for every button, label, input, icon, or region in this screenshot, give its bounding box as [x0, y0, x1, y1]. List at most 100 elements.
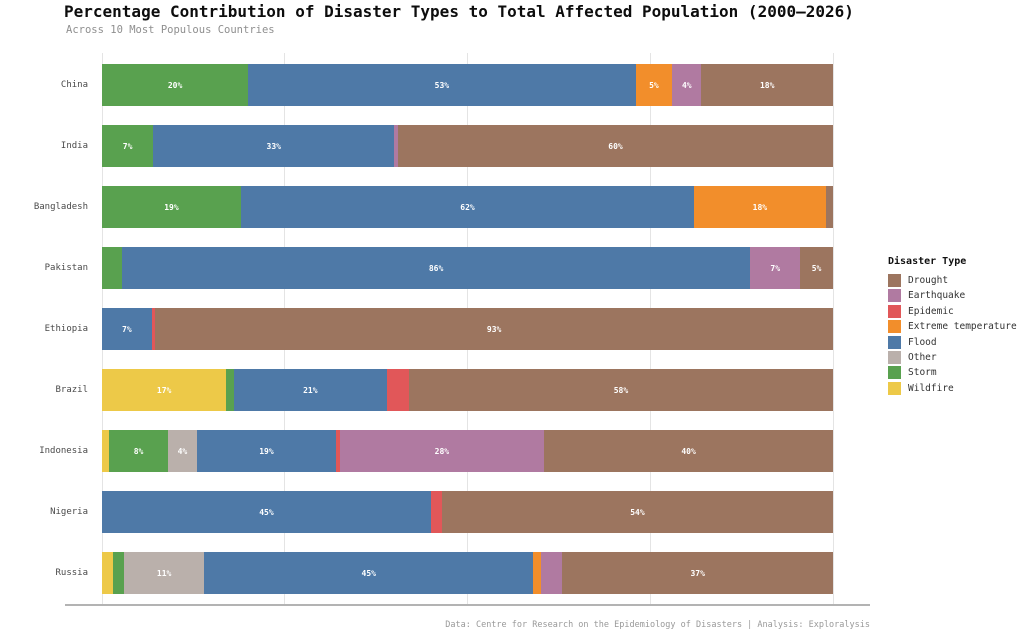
bar-segment-label: 4%	[177, 446, 188, 456]
category-label: China	[60, 80, 88, 90]
legend: Disaster Type Drought Earthquake Epidemic E…	[888, 256, 1024, 397]
bar-segment	[151, 308, 156, 350]
bar-segment: 19%	[197, 430, 336, 472]
bar-track: 7% 93%	[102, 308, 833, 350]
legend-label: Flood	[908, 336, 937, 348]
bar-segment: 86%	[121, 247, 751, 289]
bar-segment	[226, 369, 234, 411]
bar-segment-label: 28%	[434, 446, 450, 456]
legend-item: Epidemic	[888, 304, 1024, 318]
legend-item: Wildfire	[888, 381, 1024, 395]
bar-segment: 45%	[102, 491, 431, 533]
bar-segment: 93%	[155, 308, 833, 350]
bar-segment	[430, 491, 442, 533]
chart-subtitle: Across 10 Most Populous Countries	[66, 24, 275, 36]
bar-segment-label: 58%	[613, 385, 629, 395]
bar-track: 86% 7% 5%	[102, 247, 833, 289]
legend-label: Other	[908, 351, 937, 363]
category-label: Indonesia	[39, 446, 88, 456]
bar-segment-label: 18%	[759, 80, 775, 90]
bar-segment: 33%	[153, 125, 395, 167]
legend-swatch	[888, 289, 901, 303]
bar-segment: 60%	[398, 125, 833, 167]
legend-item: Other	[888, 350, 1024, 364]
bar-row: Bangladesh 19% 62% 18%	[0, 186, 880, 228]
bar-segment-label: 45%	[259, 507, 274, 517]
legend-swatch	[888, 350, 901, 364]
bar-segment: 5%	[800, 247, 833, 289]
bar-segment: 7%	[750, 247, 801, 289]
bar-segment	[540, 552, 563, 594]
bar-segment-label: 54%	[630, 507, 645, 517]
bar-segment: 7%	[102, 125, 154, 167]
legend-item: Flood	[888, 335, 1024, 349]
category-label: Ethiopia	[44, 324, 88, 334]
bar-row: India 7% 33% 60%	[0, 125, 880, 167]
bar-track: 8% 4% 19% 28% 40%	[102, 430, 833, 472]
legend-swatch	[888, 366, 901, 380]
legend-item: Earthquake	[888, 289, 1024, 303]
bar-row: Pakistan 86% 7% 5%	[0, 247, 880, 289]
bar-segment: 54%	[441, 491, 833, 533]
bar-segment: 37%	[562, 552, 833, 594]
bar-segment-label: 8%	[133, 446, 144, 456]
bar-segment	[335, 430, 340, 472]
bar-segment-label: 17%	[156, 385, 172, 395]
bar-segment-label: 33%	[266, 141, 281, 151]
chart-title: Percentage Contribution of Disaster Type…	[64, 2, 854, 21]
bar-segment-label: 53%	[434, 80, 450, 90]
bar-row: Russia 11% 45% 37%	[0, 552, 880, 594]
category-label: Bangladesh	[33, 202, 88, 212]
bar-segment: 11%	[123, 552, 205, 594]
bar-segment: 19%	[102, 186, 241, 228]
bar-segment-label: 5%	[649, 80, 659, 90]
bar-segment: 4%	[167, 430, 197, 472]
legend-label: Extreme temperature	[908, 321, 1017, 333]
bar-segment-label: 45%	[361, 568, 376, 578]
legend-label: Storm	[908, 367, 937, 379]
legend-swatch	[888, 304, 901, 318]
bar-segment-label: 60%	[608, 141, 623, 151]
bar-segment	[533, 552, 541, 594]
bar-track: 17% 21% 58%	[102, 369, 833, 411]
bar-segment: 53%	[248, 64, 636, 106]
bar-row: China 20% 53% 5% 4% 18%	[0, 64, 880, 106]
bar-track: 7% 33% 60%	[102, 125, 833, 167]
bar-segment	[102, 552, 113, 594]
footer-credit: Data: Centre for Research on the Epidemi…	[445, 620, 870, 630]
legend-item: Storm	[888, 366, 1024, 380]
legend-items: Drought Earthquake Epidemic Extreme tempera…	[888, 274, 1024, 395]
bar-track: 20% 53% 5% 4% 18%	[102, 64, 833, 106]
bar-row: Nigeria 45% 54%	[0, 491, 880, 533]
category-label: Brazil	[55, 385, 88, 395]
bar-segment	[112, 552, 124, 594]
bar-segment: 45%	[204, 552, 534, 594]
plot-area: China 20% 53% 5% 4% 18% India 7% 33% 60% Banglades…	[0, 53, 880, 605]
bar-segment: 20%	[102, 64, 249, 106]
category-label: Russia	[55, 568, 88, 578]
bar-segment-label: 7%	[122, 141, 133, 151]
category-label: Pakistan	[44, 263, 88, 273]
gridline	[832, 53, 834, 605]
bar-segment-label: 93%	[486, 324, 502, 334]
legend-label: Wildfire	[908, 382, 954, 394]
bar-segment: 8%	[109, 430, 168, 472]
bar-segment: 62%	[240, 186, 695, 228]
bar-segment: 5%	[635, 64, 673, 106]
bar-segment: 17%	[102, 369, 227, 411]
bar-segment	[102, 430, 110, 472]
bar-segment: 40%	[544, 430, 833, 472]
legend-swatch	[888, 320, 901, 334]
bar-track: 45% 54%	[102, 491, 833, 533]
legend-label: Drought	[908, 275, 949, 286]
bar-segment-label: 7%	[770, 263, 781, 273]
bar-segment-label: 11%	[156, 568, 172, 578]
legend-item: Drought	[888, 274, 1024, 287]
legend-item: Extreme temperature	[888, 320, 1024, 334]
bar-segment	[102, 247, 122, 289]
bar-segment-label: 19%	[259, 446, 274, 456]
bar-segment-label: 20%	[167, 80, 183, 90]
category-label: Nigeria	[50, 507, 88, 517]
legend-label: Epidemic	[908, 305, 954, 317]
